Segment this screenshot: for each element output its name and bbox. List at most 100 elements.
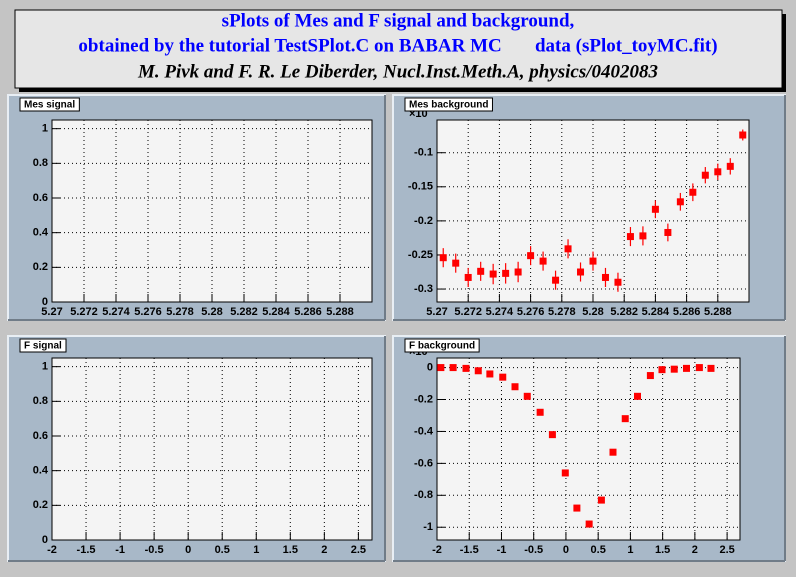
x-tick-label: 5.272 bbox=[454, 306, 482, 318]
pad-title: Mes background bbox=[409, 100, 488, 111]
x-tick-label: 5.278 bbox=[166, 306, 194, 318]
x-tick-label: 5.286 bbox=[673, 306, 701, 318]
x-tick-label: -1 bbox=[497, 544, 507, 556]
marker bbox=[658, 366, 666, 374]
x-tick-label: 5.27 bbox=[426, 306, 447, 318]
title-line: obtained by the tutorial TestSPlot.C on … bbox=[78, 35, 717, 56]
marker bbox=[585, 520, 593, 528]
x-tick-label: -1.5 bbox=[77, 544, 96, 556]
marker bbox=[523, 392, 531, 400]
marker bbox=[670, 365, 678, 373]
x-tick-label: 1 bbox=[253, 544, 259, 556]
marker bbox=[707, 364, 715, 372]
y-tick-label: 0 bbox=[42, 296, 48, 308]
frame bbox=[436, 357, 741, 541]
y-tick-label: -0.4 bbox=[414, 425, 434, 437]
x-tick-label: 1.5 bbox=[283, 544, 298, 556]
x-tick-label: 5.276 bbox=[134, 306, 162, 318]
x-tick-label: 5.276 bbox=[517, 306, 545, 318]
marker bbox=[577, 268, 585, 276]
y-tick-label: -0.15 bbox=[408, 181, 433, 193]
marker bbox=[651, 205, 659, 213]
marker bbox=[626, 233, 634, 241]
x-tick-label: -0.5 bbox=[524, 544, 543, 556]
marker bbox=[486, 370, 494, 378]
marker bbox=[561, 469, 569, 477]
marker bbox=[739, 131, 747, 139]
pad-title-box bbox=[404, 338, 480, 353]
frame bbox=[51, 119, 373, 303]
x-tick-label: 5.284 bbox=[642, 306, 670, 318]
marker bbox=[548, 431, 556, 439]
x-tick-label: 0.5 bbox=[215, 544, 230, 556]
marker bbox=[502, 269, 510, 277]
x-tick-label: 0.5 bbox=[591, 544, 606, 556]
marker bbox=[601, 273, 609, 281]
y-tick-label: -0.1 bbox=[414, 147, 433, 159]
y-tick-label: 1 bbox=[42, 361, 48, 373]
x-tick-label: 5.278 bbox=[548, 306, 576, 318]
title-line: sPlots of Mes and F signal and backgroun… bbox=[222, 10, 575, 31]
x-tick-label: 5.28 bbox=[582, 306, 603, 318]
x-tick-label: 5.274 bbox=[486, 306, 514, 318]
x-tick-label: 5.282 bbox=[610, 306, 638, 318]
y-tick-label: 0 bbox=[427, 361, 433, 373]
title-line: M. Pivk and F. R. Le Diberder, Nucl.Inst… bbox=[137, 61, 658, 82]
marker bbox=[449, 364, 457, 372]
marker bbox=[621, 415, 629, 423]
x-tick-label: -1.5 bbox=[460, 544, 479, 556]
frame bbox=[51, 357, 373, 541]
y-tick-label: 0.4 bbox=[33, 465, 49, 477]
pad-title-box bbox=[19, 97, 80, 112]
marker bbox=[614, 278, 622, 286]
y-tick-label: -0.8 bbox=[414, 489, 433, 501]
marker bbox=[689, 188, 697, 196]
x-tick-label: 2 bbox=[321, 544, 327, 556]
x-tick-label: 0 bbox=[185, 544, 191, 556]
pad-title-box bbox=[404, 97, 493, 112]
marker bbox=[527, 252, 535, 260]
x-tick-label: -2 bbox=[432, 544, 442, 556]
x-tick-label: 1.5 bbox=[655, 544, 670, 556]
x-tick-label: 2.5 bbox=[351, 544, 366, 556]
marker bbox=[646, 372, 654, 380]
y-tick-label: 0 bbox=[42, 534, 48, 546]
pad-title: Mes signal bbox=[24, 100, 75, 111]
marker bbox=[452, 259, 460, 267]
x-tick-label: -1 bbox=[115, 544, 125, 556]
marker bbox=[597, 496, 605, 504]
x-tick-label: 5.28 bbox=[201, 306, 222, 318]
marker bbox=[695, 364, 703, 372]
y-tick-label: -0.25 bbox=[408, 249, 433, 261]
marker bbox=[462, 364, 470, 372]
marker bbox=[437, 364, 445, 372]
y-tick-label: -0.6 bbox=[414, 457, 433, 469]
y-tick-label: -0.2 bbox=[414, 393, 433, 405]
y-tick-label: 0.6 bbox=[33, 192, 48, 204]
x-tick-label: 5.272 bbox=[70, 306, 98, 318]
x-tick-label: 5.288 bbox=[326, 306, 354, 318]
y-tick-label: 0.4 bbox=[33, 227, 49, 239]
marker bbox=[552, 276, 560, 284]
x-tick-label: 5.288 bbox=[704, 306, 732, 318]
y-tick-label: 0.8 bbox=[33, 157, 48, 169]
marker bbox=[714, 168, 722, 176]
x-tick-label: 1 bbox=[627, 544, 633, 556]
marker bbox=[514, 268, 522, 276]
x-tick-label: -0.5 bbox=[145, 544, 164, 556]
x-tick-label: 2.5 bbox=[719, 544, 734, 556]
marker bbox=[664, 228, 672, 236]
x-tick-label: 5.274 bbox=[102, 306, 130, 318]
marker bbox=[573, 504, 581, 512]
marker bbox=[633, 392, 641, 400]
y-tick-label: 0.6 bbox=[33, 430, 48, 442]
y-tick-label: 1 bbox=[42, 123, 48, 135]
marker bbox=[499, 373, 507, 381]
marker bbox=[464, 273, 472, 281]
title-box bbox=[14, 9, 783, 89]
marker bbox=[589, 257, 597, 265]
marker bbox=[726, 162, 734, 170]
y-tick-label: -0.3 bbox=[414, 283, 433, 295]
x-tick-label: 5.286 bbox=[294, 306, 322, 318]
